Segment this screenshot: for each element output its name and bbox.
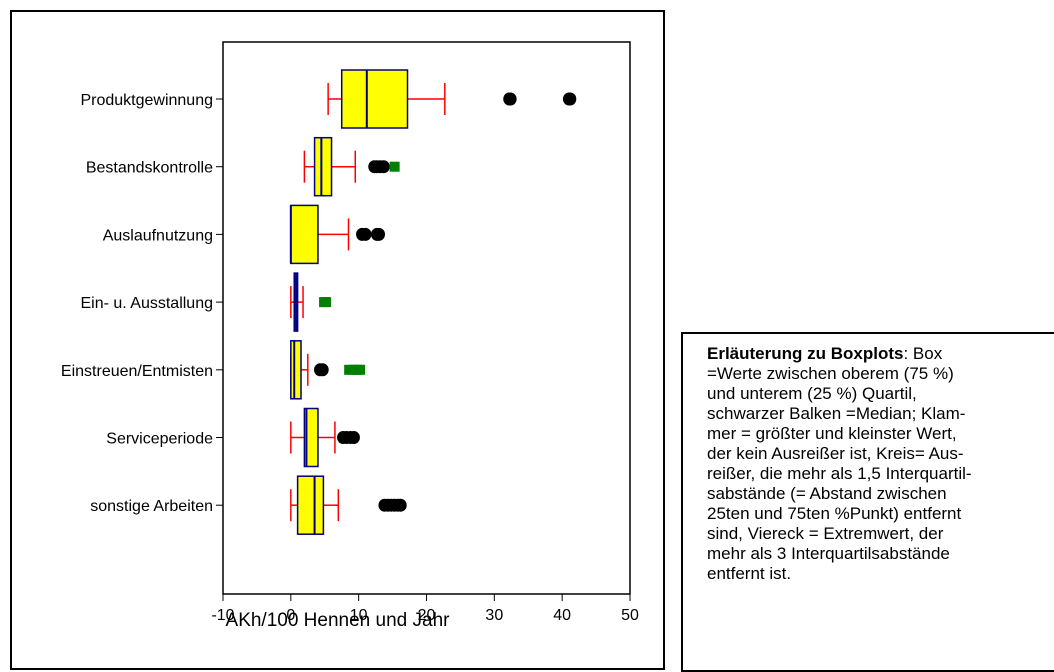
y-category-label: Bestandskontrolle	[86, 160, 213, 177]
x-tick-label: 20	[418, 607, 436, 624]
x-tick-label: 30	[485, 607, 503, 624]
explanation-text: : Box	[903, 344, 943, 363]
extreme-point	[389, 161, 400, 172]
x-tick-label: 50	[621, 607, 639, 624]
iqr-box	[303, 407, 319, 468]
x-tick-label: 0	[286, 607, 295, 624]
x-tick-label: -10	[211, 607, 234, 624]
outlier-point	[347, 431, 360, 444]
explanation-line: schwarzer Balken =Median; Klam-	[707, 404, 966, 423]
outlier-point	[359, 227, 372, 241]
explanation-line: reißer, die mehr als 1,5 Interquartil-	[707, 464, 972, 483]
extreme-point	[321, 297, 332, 308]
boxplot-chart: -10 0 10 20 30 40 50 Produktgewinnung Bestandsko…	[61, 41, 639, 624]
explanation-line: mehr als 3 Interquartilsabstände	[707, 544, 950, 563]
explanation-line: sind, Viereck = Extremwert, der	[707, 524, 944, 543]
outlier-point	[564, 92, 577, 106]
extreme-point	[355, 364, 366, 375]
x-axis-label: AKh/100 Hennen und Jahr	[225, 610, 450, 631]
explanation-title: Erläuterung zu Boxplots	[707, 344, 904, 363]
y-category-label: Einstreuen/Entmisten	[61, 363, 213, 380]
outlier-point	[394, 498, 407, 512]
explanation-line: sabstände (= Abstand zwischen	[707, 484, 947, 503]
iqr-box	[290, 204, 319, 265]
explanation-line: mer = größter und kleinster Wert,	[707, 424, 957, 443]
outlier-point	[377, 160, 390, 174]
iqr-box	[290, 340, 302, 400]
outlier-point	[373, 227, 386, 241]
x-tick-label: 10	[350, 607, 368, 624]
iqr-box	[313, 136, 333, 197]
y-category-label: Auslaufnutzung	[103, 227, 213, 244]
boxplot-explanation: Erläuterung zu Boxplots: Box =Werte zwis…	[681, 332, 1054, 672]
explanation-line: der kein Ausreißer ist, Kreis= Aus-	[707, 444, 964, 463]
chart-frame: -10 0 10 20 30 40 50 Produktgewinnung Bestandsko…	[10, 10, 665, 670]
explanation-line: und unterem (25 %) Quartil,	[707, 384, 917, 403]
y-category-label: Ein- u. Ausstallung	[80, 295, 213, 312]
explanation-line: =Werte zwischen oberem (75 %)	[707, 364, 954, 383]
explanation-line-1: Erläuterung zu Boxplots: Box	[707, 344, 1039, 364]
plot-area-border	[222, 41, 631, 595]
y-category-label: sonstige Arbeiten	[90, 498, 213, 515]
y-category-label: Serviceperiode	[106, 431, 213, 448]
iqr-box	[340, 69, 409, 129]
iqr-box	[296, 475, 325, 535]
explanation-line: 25ten und 75ten %Punkt) entfernt	[707, 504, 962, 523]
x-tick-label: 40	[553, 607, 571, 624]
y-category-label: Produktgewinnung	[80, 92, 213, 109]
outlier-point	[316, 363, 329, 377]
outlier-point	[504, 92, 517, 106]
explanation-line: entfernt ist.	[707, 564, 792, 583]
